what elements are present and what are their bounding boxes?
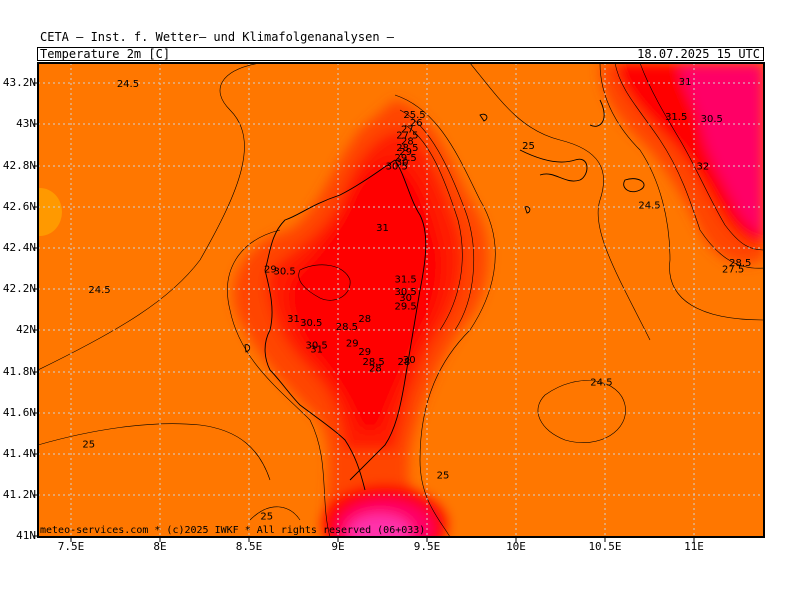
contour-value-label: 24.5 [117,79,139,90]
contour-value-label: 30 [399,293,412,304]
contour-value-label: 31.5 [395,275,417,286]
header-title: CETA — Inst. f. Wetter— und Klimafolgena… [40,30,395,44]
lon-label: 8.5E [235,540,263,553]
contour-value-label: 29 [346,339,359,350]
lat-label: 41.2N [2,488,36,501]
variable-label: Temperature_2m_[C] [40,47,171,61]
contour-value-label: 30.5 [395,287,417,298]
timestamp-label: 18.07.2025 15 UTC [637,47,760,61]
graticule [38,63,764,537]
contour-value-label: 28 [369,363,382,374]
lat-label: 43.2N [2,76,36,89]
lat-label: 42.2N [2,282,36,295]
contour-value-label: 24.5 [590,378,612,389]
lon-label: 7.5E [57,540,85,553]
cool-region [38,188,62,236]
contour-value-label: 29.5 [395,153,417,164]
contour-value-label: 29 [399,147,412,158]
contour-value-label: 30.5 [273,266,295,277]
contour-value-label: 30.5 [300,318,322,329]
contour-labels: 24.524.52525252524.524.525.5262727.52828… [82,77,751,523]
contour-value-label: 25 [82,440,95,451]
contour-value-label: 28 [397,357,410,368]
lat-label: 41.6N [2,406,36,419]
contour-value-label: 31 [310,345,323,356]
contour-value-label: 28.5 [362,357,384,368]
contour-value-label: 27 [401,124,414,135]
contour-value-label: 25 [437,470,450,481]
contour-value-label: 26 [410,118,423,129]
contour-value-label: 28 [401,137,414,148]
lat-label: 43N [16,117,36,130]
contour-value-label: 24.5 [88,285,110,296]
contour-value-label: 29.5 [395,301,417,312]
contour-value-label: 25 [260,512,273,523]
contour-value-label: 32 [697,161,710,172]
contour-value-label: 28.5 [729,258,751,269]
lon-label: 9E [331,540,345,553]
lon-label: 8E [153,540,167,553]
contour-value-label: 31.5 [665,112,687,123]
map-frame [37,62,765,538]
contour-value-label: 24.5 [638,201,660,212]
contour-value-label: 30 [396,157,409,168]
contour-value-label: 27.5 [396,131,418,142]
contour-value-label: 31 [287,314,300,325]
contour-value-label: 31 [376,223,389,234]
lat-label: 42N [16,323,36,336]
contour-value-label: 27.5 [722,264,744,275]
lat-label: 41.8N [2,365,36,378]
corsica-warm-region [233,100,489,537]
lat-label: 42.6N [2,200,36,213]
contour-value-label: 28.5 [396,143,418,154]
credit-text: meteo-services.com * (c)2025 IWKF * All … [40,525,426,536]
contour-value-label: 30.5 [306,341,328,352]
coastlines [244,99,645,491]
contour-value-label: 25 [522,141,535,152]
lat-label: 42.8N [2,159,36,172]
lon-label: 10E [506,540,526,553]
lon-label: 11E [684,540,704,553]
contour-value-label: 28.5 [336,322,358,333]
contour-value-label: 30.5 [701,114,723,125]
contour-value-label: 29 [358,347,371,358]
contour-value-label: 30.5 [386,161,408,172]
contour-lines [38,63,764,537]
contour-value-label: 30 [403,355,416,366]
lat-label: 42.4N [2,241,36,254]
bottom-hot-region [323,487,447,537]
lat-label: 41.4N [2,447,36,460]
subheader-bar: Temperature_2m_[C] 18.07.2025 15 UTC [37,47,764,61]
contour-value-label: 29 [264,264,277,275]
contour-value-label: 25.5 [403,110,425,121]
contour-value-label: 31 [679,77,692,88]
lon-label: 9.5E [413,540,441,553]
contour-value-label: 28 [358,314,371,325]
lon-label: 10.5E [588,540,622,553]
lat-label: 41N [16,529,36,542]
